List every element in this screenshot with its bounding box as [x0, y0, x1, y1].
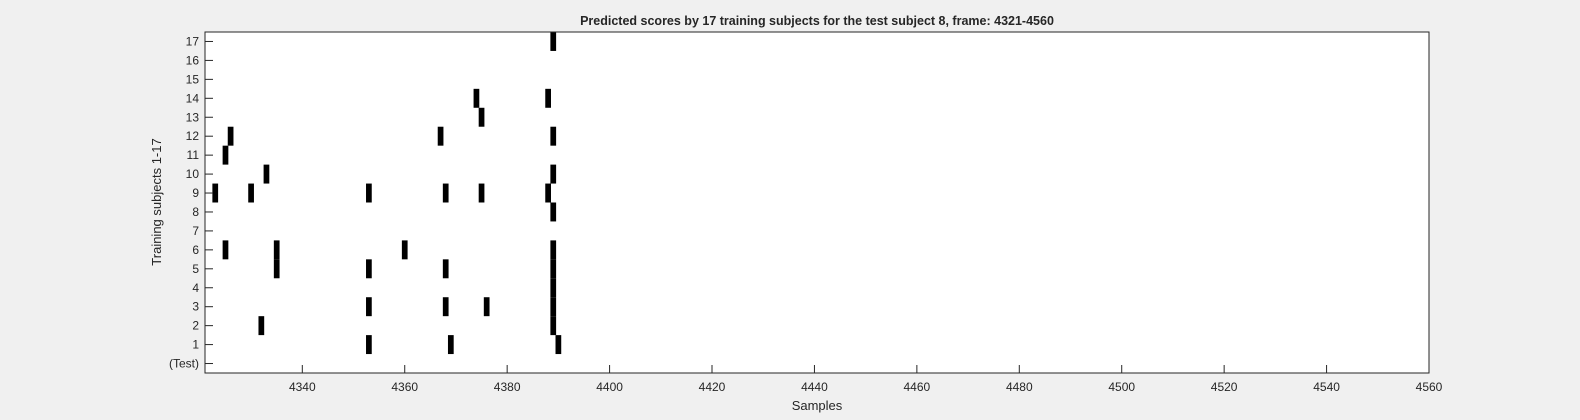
x-tick-label: 4480 — [1006, 380, 1033, 394]
x-tick-label: 4340 — [289, 380, 316, 394]
x-tick-label: 4380 — [494, 380, 521, 394]
score-marks — [212, 32, 562, 355]
x-tick-label: 4420 — [699, 380, 726, 394]
score-mark-row-11 — [222, 145, 229, 165]
score-mark-row-4 — [550, 278, 557, 298]
score-mark-row-5 — [442, 259, 449, 279]
score-mark-row-13 — [478, 107, 485, 127]
score-mark-row-6 — [273, 240, 280, 260]
y-tick-label: 2 — [192, 319, 199, 333]
y-tick-label: 17 — [186, 34, 200, 48]
score-mark-row-17 — [550, 32, 557, 51]
score-mark-row-6 — [401, 240, 408, 260]
score-mark-row-12 — [437, 126, 444, 146]
y-tick-label: 10 — [186, 167, 200, 181]
score-mark-row-6 — [550, 240, 557, 260]
y-tick-label: 3 — [192, 300, 199, 314]
y-tick-label: (Test) — [169, 357, 199, 371]
y-tick-label: 8 — [192, 205, 199, 219]
score-mark-row-9 — [545, 183, 551, 203]
score-mark-row-9 — [212, 183, 219, 203]
y-tick-label: 13 — [186, 110, 200, 124]
score-mark-row-3 — [366, 297, 372, 317]
score-mark-row-1 — [366, 335, 372, 355]
score-mark-row-10 — [550, 164, 557, 184]
score-mark-row-12 — [227, 126, 234, 146]
x-axis-label: Samples — [792, 398, 843, 413]
chart-title: Predicted scores by 17 training subjects… — [580, 14, 1054, 28]
y-tick-label: 6 — [192, 243, 199, 257]
x-tick-label: 4440 — [801, 380, 828, 394]
y-tick-label: 7 — [192, 224, 199, 238]
score-mark-row-8 — [550, 202, 557, 222]
x-tick-label: 4540 — [1313, 380, 1340, 394]
x-axis-ticks: 4340 4360 4380 4400 4420 4440 4460 4480 4500 4520… — [289, 365, 1443, 394]
score-mark-row-3 — [483, 297, 490, 317]
score-mark-row-1 — [447, 335, 454, 355]
y-tick-label: 12 — [186, 129, 200, 143]
x-tick-label: 4360 — [391, 380, 418, 394]
y-tick-label: 14 — [186, 91, 200, 105]
score-mark-row-9 — [248, 183, 254, 203]
score-mark-row-1 — [555, 335, 562, 355]
y-tick-label: 9 — [192, 186, 199, 200]
score-mark-row-5 — [366, 259, 372, 279]
x-tick-label: 4400 — [596, 380, 623, 394]
score-mark-row-5 — [550, 259, 557, 279]
score-mark-row-9 — [442, 183, 449, 203]
score-mark-row-2 — [258, 316, 265, 336]
y-tick-label: 16 — [186, 53, 200, 67]
score-mark-row-9 — [366, 183, 372, 203]
y-axis-label: Training subjects 1-17 — [149, 138, 164, 265]
score-mark-row-3 — [442, 297, 449, 317]
x-tick-label: 4560 — [1416, 380, 1443, 394]
score-mark-row-2 — [550, 316, 557, 336]
score-mark-row-6 — [222, 240, 229, 260]
y-tick-label: 15 — [186, 72, 200, 86]
score-mark-row-10 — [263, 164, 270, 184]
y-tick-label: 4 — [192, 281, 199, 295]
y-tick-label: 1 — [192, 338, 199, 352]
plot-area — [205, 32, 1429, 373]
x-tick-label: 4500 — [1108, 380, 1135, 394]
score-mark-row-5 — [273, 259, 280, 279]
y-tick-label: 11 — [187, 148, 200, 162]
score-mark-row-12 — [550, 126, 557, 146]
x-tick-label: 4460 — [904, 380, 931, 394]
axes-box — [204, 31, 1430, 374]
score-mark-row-14 — [473, 88, 480, 108]
y-tick-label: 5 — [192, 262, 199, 276]
x-tick-label: 4520 — [1211, 380, 1238, 394]
score-mark-row-3 — [550, 297, 557, 317]
score-mark-row-14 — [545, 88, 551, 108]
score-mark-row-9 — [478, 183, 485, 203]
